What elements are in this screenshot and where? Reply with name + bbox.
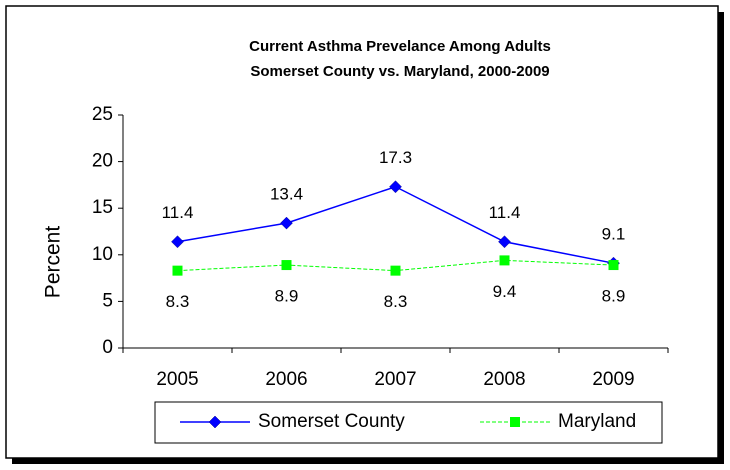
legend-label: Somerset County [258,411,405,432]
data-point [498,235,511,249]
data-label: 8.9 [602,287,626,306]
x-tick-label: 2006 [265,369,307,390]
data-point [280,216,293,230]
data-label: 17.3 [379,148,412,167]
legend-marker [208,415,222,429]
data-label: 11.4 [489,203,521,222]
x-tick-label: 2005 [156,369,198,390]
data-point [281,260,292,271]
data-point [499,255,510,266]
data-label: 8.9 [275,287,299,306]
y-tick-label: 0 [102,337,113,358]
chart-title: Current Asthma Prevelance Among Adults [249,38,551,55]
data-label: 9.4 [493,282,517,301]
y-tick-label: 15 [92,197,113,218]
y-tick-label: 25 [92,104,113,125]
y-tick-label: 5 [102,290,113,311]
data-point [172,265,183,276]
frame [5,5,719,459]
y-tick-label: 10 [92,244,113,265]
legend-marker [510,417,520,427]
data-point [171,235,184,249]
chart-subtitle: Somerset County vs. Maryland, 2000-2009 [250,63,549,80]
y-axis-label: Percent [42,226,65,299]
legend-label: Maryland [558,411,636,432]
data-point [389,180,402,194]
data-label: 11.4 [162,203,194,222]
data-label: 8.3 [166,292,190,311]
data-label: 9.1 [602,225,626,244]
y-tick-label: 20 [92,151,113,172]
data-label: 13.4 [270,185,303,204]
data-point [608,260,619,271]
x-tick-label: 2008 [483,369,525,390]
data-point [390,265,401,276]
data-label: 8.3 [384,292,408,311]
x-tick-label: 2009 [592,369,634,390]
x-tick-label: 2007 [374,369,416,390]
